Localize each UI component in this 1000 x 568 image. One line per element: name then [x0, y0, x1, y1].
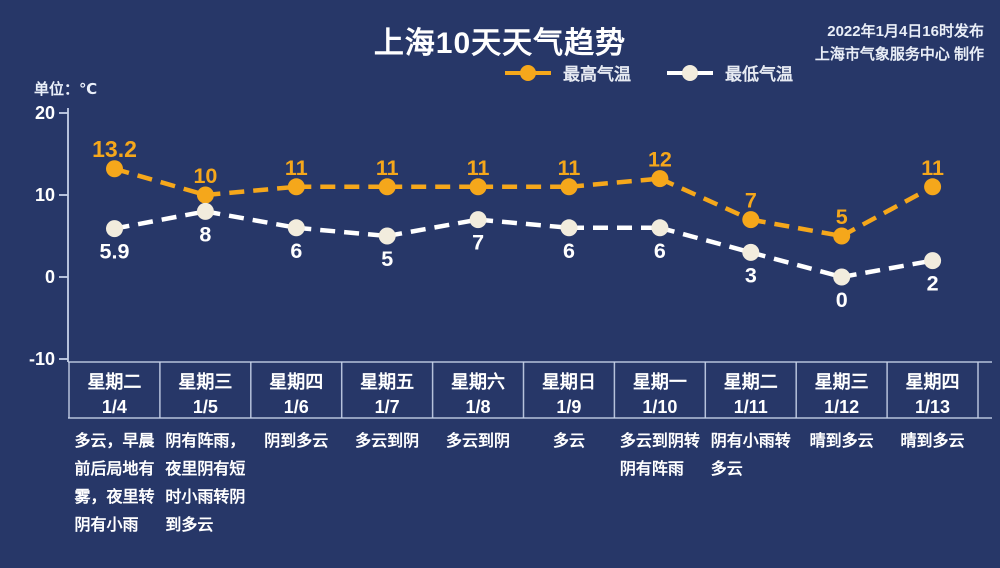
high-temp-point [651, 170, 669, 188]
high-temp-value-label: 11 [285, 156, 308, 180]
high-temp-point [833, 227, 851, 245]
high-temp-value-label: 11 [558, 156, 581, 180]
y-axis-tick-label: 20 [35, 103, 55, 123]
y-axis-tick-label: 10 [35, 185, 55, 205]
high-temp-legend-marker-icon [505, 64, 551, 81]
high-temp-line-segment [568, 176, 661, 190]
high-temp-value-label: 11 [376, 156, 399, 180]
high-temp-value-label: 10 [193, 164, 217, 188]
low-temp-point [378, 227, 396, 245]
high-temp-point [924, 178, 942, 196]
low-temp-value-label: 6 [290, 239, 302, 263]
high-temp-line-segment [205, 184, 297, 198]
low-temp-point [560, 219, 578, 237]
high-temp-point [378, 178, 396, 196]
high-temp-value-label: 7 [745, 189, 757, 213]
high-temp-value-label: 11 [467, 156, 490, 180]
high-temp-point [469, 178, 487, 196]
low-temp-line-segment [114, 209, 206, 231]
high-temp-point [196, 186, 214, 204]
publisher-info: 2022年1月4日16时发布 上海市气象服务中心 制作 [815, 20, 984, 66]
high-temp-line-segment [840, 184, 934, 238]
low-temp-value-label: 0 [836, 288, 848, 312]
publisher-name-label: 上海市气象服务中心 制作 [814, 46, 984, 63]
low-temp-value-label: 3 [745, 263, 757, 287]
legend: 最高气温 最低气温 [505, 60, 793, 85]
legend-label: 最低气温 [725, 65, 793, 84]
high-temp-line-segment [750, 217, 843, 239]
low-temp-value-label: 2 [927, 272, 939, 296]
low-temp-point [469, 211, 487, 229]
high-temp-point [106, 160, 123, 178]
high-temp-point [742, 211, 760, 229]
low-temp-line-segment [386, 217, 479, 239]
low-temp-line-segment [841, 258, 933, 280]
high-temp-value-label: 5 [836, 205, 848, 229]
low-temp-point [742, 243, 760, 261]
low-temp-legend-marker-icon [667, 64, 713, 81]
low-temp-point [287, 219, 305, 237]
low-temp-value-label: 6 [563, 239, 575, 263]
low-temp-line-segment [659, 225, 752, 255]
low-temp-value-label: 5.9 [100, 240, 130, 264]
high-temp-point [287, 178, 305, 196]
publish-time-label: 2022年1月4日16时发布 [827, 23, 984, 40]
low-temp-line-segment [296, 225, 388, 239]
low-temp-point [833, 268, 851, 286]
high-temp-line-segment [658, 176, 752, 222]
low-temp-value-label: 7 [472, 231, 484, 255]
legend-item-high-temp: 最高气温 [505, 60, 631, 85]
low-temp-point [196, 202, 214, 220]
y-axis-tick-label: 0 [45, 267, 55, 287]
high-temp-point [560, 178, 578, 196]
legend-item-low-temp: 最低气温 [667, 60, 793, 85]
low-temp-line-segment [477, 217, 570, 231]
low-temp-value-label: 5 [381, 247, 393, 271]
low-temp-point [106, 220, 123, 238]
low-temp-value-label: 8 [199, 222, 211, 246]
low-temp-line-segment [205, 209, 297, 231]
high-temp-value-label: 13.2 [92, 136, 137, 162]
low-temp-line-segment [750, 250, 843, 280]
high-temp-line-segment [113, 166, 207, 198]
high-temp-value-label: 12 [648, 148, 672, 172]
low-temp-value-label: 6 [654, 239, 666, 263]
low-temp-point [924, 252, 942, 270]
y-axis-tick-label: -10 [29, 349, 55, 369]
low-temp-point [651, 219, 669, 237]
legend-label: 最高气温 [563, 65, 631, 84]
high-temp-value-label: 11 [921, 156, 944, 180]
unit-label: 单位：℃ [34, 81, 98, 98]
page-title: 上海10天天气趋势 [373, 27, 627, 60]
